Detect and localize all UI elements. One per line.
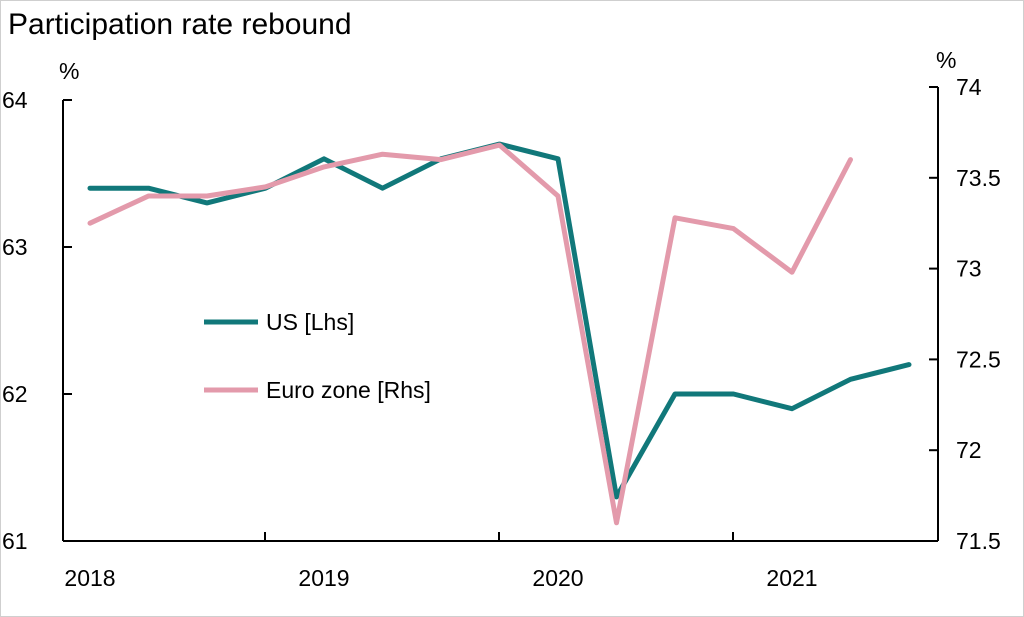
right-axis-unit: % [936,47,956,73]
x-tick-label: 2020 [532,565,583,591]
x-tick-label: 2019 [298,565,349,591]
right-tick-label: 73.5 [956,165,1001,191]
left-tick-label: 61 [2,528,28,554]
x-tick-label: 2018 [64,565,115,591]
plot-area [87,141,912,526]
series-line-euro-zone [87,142,853,526]
x-tick-label: 2021 [766,565,817,591]
right-tick-label: 74 [956,74,982,100]
right-tick-label: 73 [956,256,982,282]
legend-label: US [Lhs] [266,309,354,335]
left-tick-label: 63 [2,234,28,260]
axes: 61 62 63 64% 71.5 72 72.5 73 73.5 74% 2018 2019 2020… [2,47,1001,591]
left-tick-label: 64 [2,87,28,113]
chart-title: Participation rate rebound [8,8,352,41]
left-axis-unit: % [59,58,79,84]
right-tick-label: 72.5 [956,346,1001,372]
legend: US [Lhs] Euro zone [Rhs] [204,309,431,403]
right-tick-label: 71.5 [956,528,1001,554]
right-tick-label: 72 [956,437,982,463]
legend-label: Euro zone [Rhs] [266,377,431,403]
left-tick-label: 62 [2,381,28,407]
